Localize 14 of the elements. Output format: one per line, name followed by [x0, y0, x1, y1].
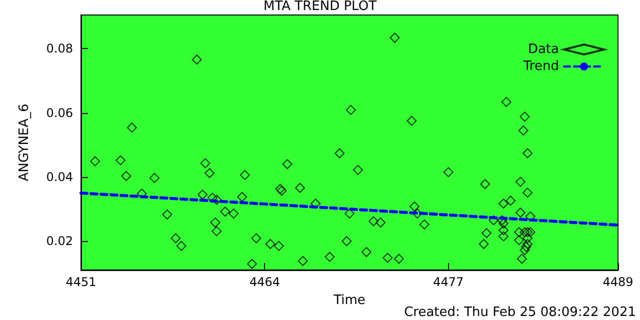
- legend-label: Data: [528, 42, 559, 57]
- y-axis-title: ANGYNEA_6: [17, 104, 32, 182]
- x-tick-label: 4451: [66, 275, 96, 289]
- y-tick-label: 0.02: [46, 234, 73, 248]
- text: Created: Thu Feb 25 08:09:22 2021: [404, 305, 636, 320]
- legend-label: Trend: [522, 59, 559, 74]
- x-tick-label: 4477: [433, 275, 464, 289]
- x-tick-label: 4489: [602, 275, 634, 289]
- y-tick-label: 0.04: [46, 170, 73, 184]
- chart-title: MTA TREND PLOT: [263, 0, 377, 14]
- y-tick-label: 0.06: [46, 106, 73, 120]
- y-tick-label: 0.08: [46, 42, 73, 56]
- x-tick-label: 4464: [249, 275, 280, 289]
- x-axis-title: Time: [332, 293, 366, 308]
